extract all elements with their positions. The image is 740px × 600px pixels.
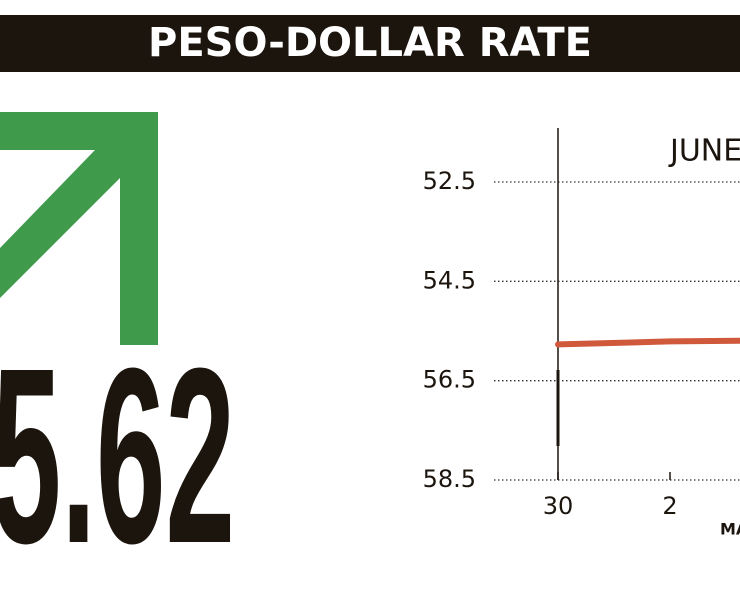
y-tick-label: 52.5 (423, 167, 476, 195)
x-tick-label: 2 (662, 492, 677, 520)
y-tick-label: 56.5 (423, 366, 476, 394)
title-bar (0, 15, 740, 72)
plot: 52.5 54.5 56.5 58.5 30 2 (423, 128, 740, 520)
x-axis-label: MAY (720, 520, 740, 539)
headline-rate: 55.62 (0, 316, 235, 596)
rate-line (555, 337, 740, 348)
y-tick-label: 54.5 (423, 266, 476, 294)
y-tick-label: 58.5 (423, 465, 476, 493)
x-tick-label: 30 (543, 492, 574, 520)
trend-arrow (0, 112, 158, 345)
month-annotation: JUNE (668, 134, 740, 169)
chart-title: PESO-DOLLAR RATE (148, 20, 592, 66)
